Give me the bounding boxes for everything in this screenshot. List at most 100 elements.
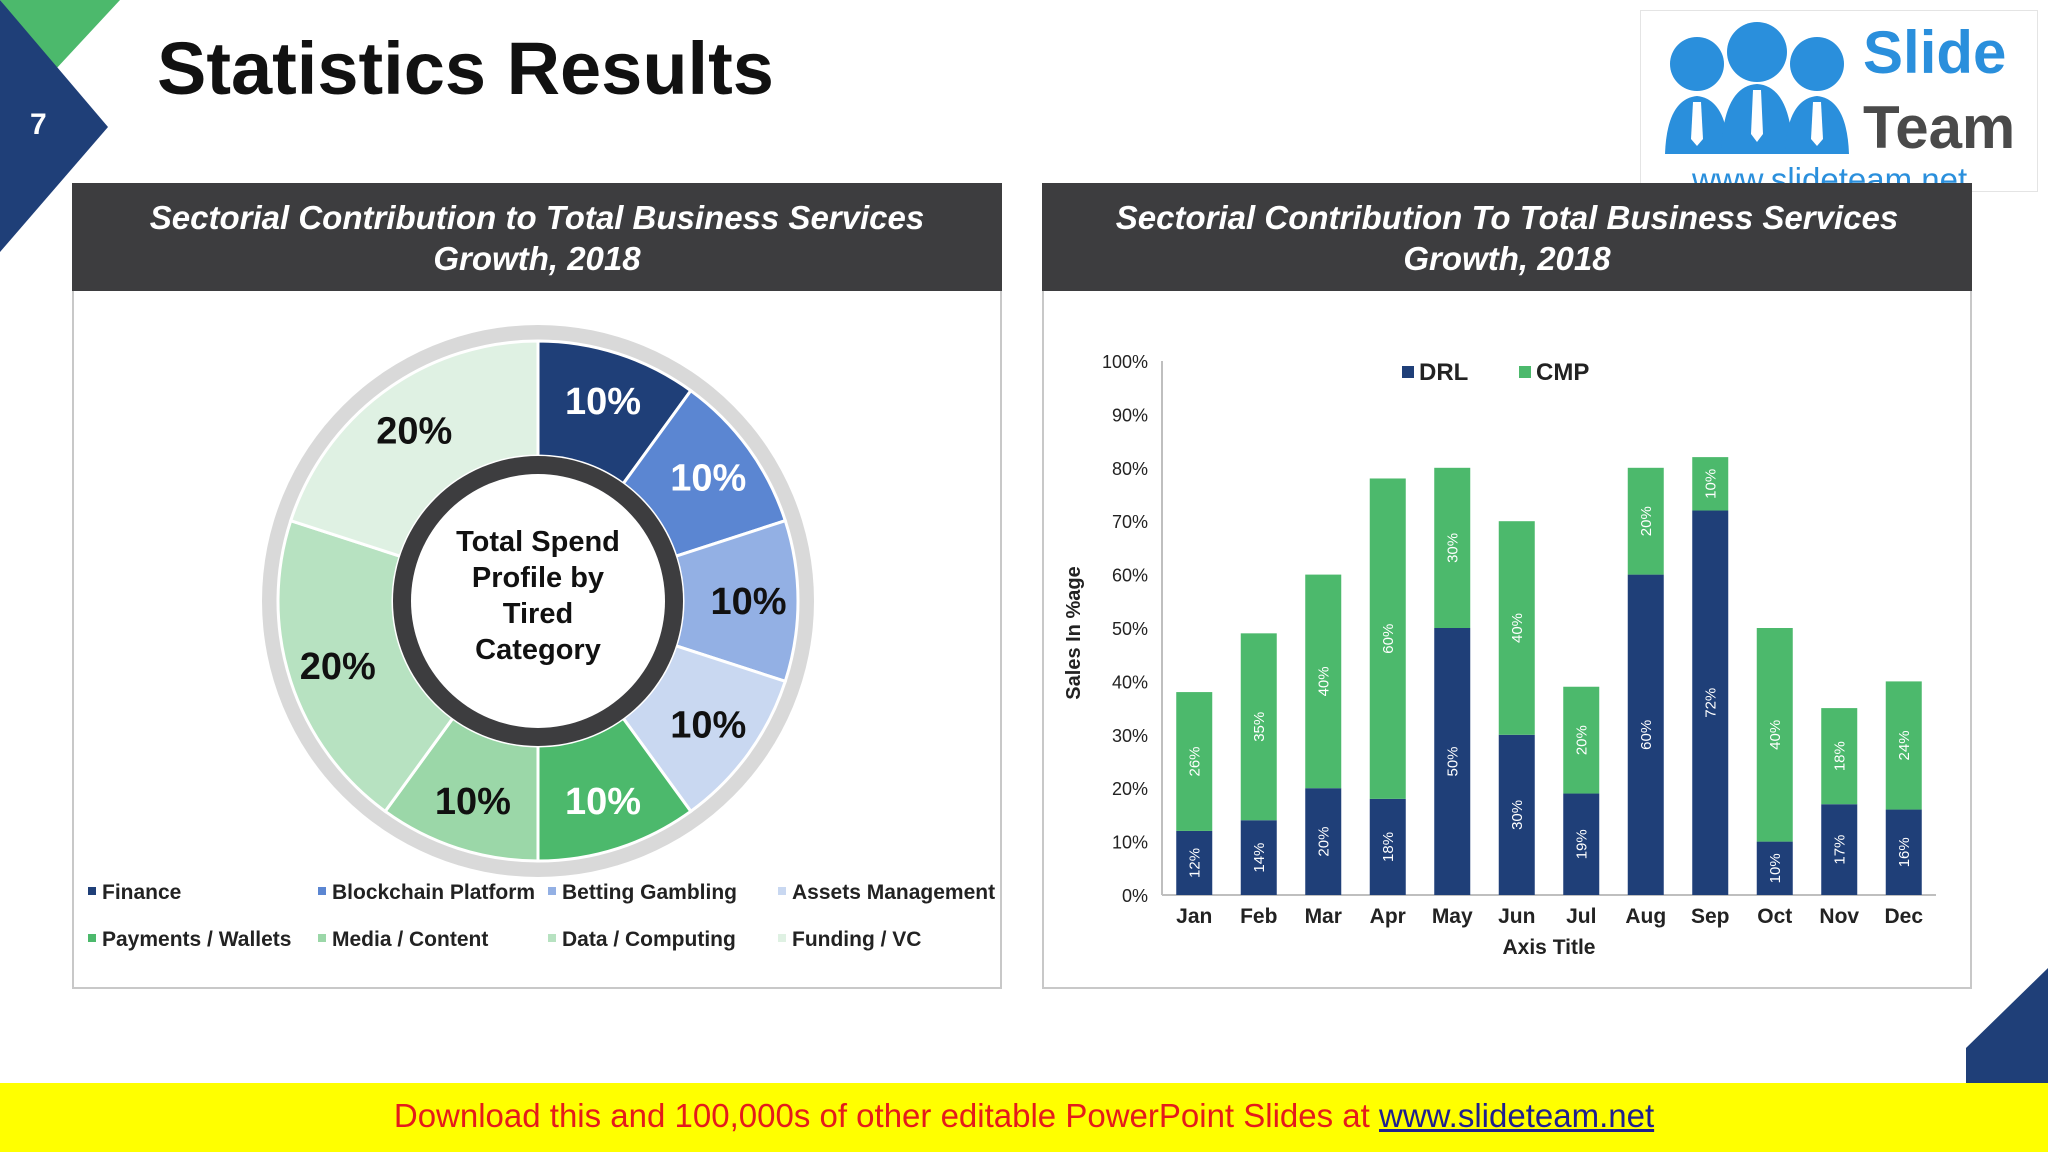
x-axis-title: Axis Title bbox=[1503, 936, 1596, 959]
corner-decoration bbox=[0, 0, 120, 252]
legend-swatch bbox=[318, 887, 326, 896]
bar-drl bbox=[1498, 734, 1535, 895]
center-hole bbox=[411, 474, 665, 728]
y-tick-label: 60% bbox=[1112, 566, 1148, 586]
bar-cmp bbox=[1885, 681, 1922, 810]
y-tick-label: 80% bbox=[1112, 459, 1148, 479]
y-tick-label: 50% bbox=[1112, 619, 1148, 639]
bar-data-label: 17% bbox=[1831, 835, 1848, 865]
left-panel-header: Sectorial Contribution to Total Business… bbox=[72, 183, 1002, 291]
bar-drl bbox=[1240, 820, 1277, 895]
right-panel-header: Sectorial Contribution To Total Business… bbox=[1042, 183, 1972, 291]
footer-link[interactable]: www.slideteam.net bbox=[1379, 1097, 1655, 1134]
legend-label: Betting Gambling bbox=[562, 881, 737, 904]
legend-swatch-drl bbox=[1402, 366, 1414, 378]
bar-data-label: 40% bbox=[1315, 666, 1332, 696]
bar-drl bbox=[1305, 788, 1342, 895]
bar-data-label: 16% bbox=[1896, 837, 1913, 867]
footer-message: Download this and 100,000s of other edit… bbox=[393, 1097, 1379, 1134]
bar-drl bbox=[1821, 804, 1858, 895]
legend-swatch bbox=[88, 934, 96, 943]
legend-label-drl: DRL bbox=[1419, 359, 1468, 386]
legend-swatch bbox=[548, 887, 556, 896]
legend-label: Blockchain Platform bbox=[332, 881, 536, 904]
x-tick-label: Mar bbox=[1305, 905, 1342, 928]
legend-swatch bbox=[778, 887, 786, 896]
x-tick-label: Dec bbox=[1884, 905, 1923, 928]
legend-item: Media / Content bbox=[318, 928, 488, 952]
legend-label: Finance bbox=[102, 881, 182, 904]
y-tick-label: 10% bbox=[1112, 833, 1148, 853]
bar-data-label: 10% bbox=[1702, 469, 1719, 499]
y-tick-label: 20% bbox=[1112, 779, 1148, 799]
bar-data-label: 18% bbox=[1380, 832, 1397, 862]
left-panel-title-line1: Sectorial Contribution to Total Business… bbox=[149, 199, 925, 236]
legend-label: Data / Computing bbox=[562, 928, 736, 951]
bar-drl bbox=[1434, 628, 1471, 895]
legend-label: Payments / Wallets bbox=[102, 928, 292, 951]
bar-data-label: 40% bbox=[1509, 613, 1526, 643]
bar-data-label: 60% bbox=[1380, 624, 1397, 654]
bar-cmp bbox=[1627, 467, 1664, 575]
bar-cmp bbox=[1369, 478, 1406, 799]
bar-data-label: 20% bbox=[1573, 725, 1590, 755]
bar-data-label: 30% bbox=[1444, 533, 1461, 563]
doughnut-slice-label: 10% bbox=[710, 581, 786, 623]
legend-label: Funding / VC bbox=[792, 928, 922, 951]
bar-data-label: 72% bbox=[1702, 688, 1719, 718]
corner-decoration-bottom bbox=[1966, 968, 2048, 1083]
page-title: Statistics Results bbox=[157, 27, 774, 110]
bar-data-label: 26% bbox=[1186, 746, 1203, 776]
y-tick-label: 30% bbox=[1112, 726, 1148, 746]
logo-slide-text: Slide bbox=[1863, 19, 2007, 86]
footer-text: Download this and 100,000s of other edit… bbox=[0, 1097, 2048, 1135]
legend-swatch bbox=[318, 934, 326, 943]
legend-item: Payments / Wallets bbox=[88, 928, 291, 952]
bar-cmp bbox=[1756, 628, 1793, 842]
legend-label: Media / Content bbox=[332, 928, 489, 951]
center-label-line: Profile by bbox=[472, 562, 604, 594]
bar-data-label: 19% bbox=[1573, 829, 1590, 859]
bar-drl bbox=[1563, 793, 1600, 895]
doughnut-slice-label: 10% bbox=[435, 781, 511, 823]
footer-banner: Download this and 100,000s of other edit… bbox=[0, 1083, 2048, 1152]
y-axis-title: Sales In %age bbox=[1063, 566, 1085, 699]
legend-swatch bbox=[88, 887, 96, 896]
center-label-line: Category bbox=[475, 634, 601, 666]
bar-cmp bbox=[1434, 467, 1471, 628]
right-panel-title-line2: Growth, 2018 bbox=[1403, 240, 1611, 277]
legend-label-cmp: CMP bbox=[1536, 359, 1589, 386]
bar-data-label: 60% bbox=[1638, 720, 1655, 750]
center-label-line: Total Spend bbox=[456, 526, 620, 558]
bar-cmp bbox=[1498, 521, 1535, 735]
y-tick-label: 90% bbox=[1112, 405, 1148, 425]
bar-drl bbox=[1627, 574, 1664, 895]
left-panel-title-line2: Growth, 2018 bbox=[433, 240, 641, 277]
doughnut-slice-label: 10% bbox=[670, 457, 746, 499]
x-tick-label: May bbox=[1432, 905, 1473, 928]
legend-item: Funding / VC bbox=[778, 928, 921, 952]
bar-data-label: 20% bbox=[1638, 506, 1655, 536]
x-tick-label: Jan bbox=[1176, 905, 1212, 928]
legend-item: Finance bbox=[88, 881, 181, 905]
center-label-line: Tired bbox=[503, 598, 573, 630]
right-panel-title-line1: Sectorial Contribution To Total Business… bbox=[1115, 199, 1899, 236]
bar-cmp bbox=[1821, 708, 1858, 805]
bar-data-label: 12% bbox=[1186, 848, 1203, 878]
x-tick-label: Aug bbox=[1625, 905, 1666, 928]
bar-cmp bbox=[1692, 457, 1729, 511]
legend-label: Assets Management bbox=[792, 881, 996, 904]
team-people-icon bbox=[1665, 22, 1849, 154]
legend-item: Betting Gambling bbox=[548, 881, 737, 905]
y-tick-label: 0% bbox=[1122, 886, 1148, 906]
x-tick-label: Jun bbox=[1498, 905, 1535, 928]
bar-data-label: 30% bbox=[1509, 800, 1526, 830]
bar-cmp bbox=[1305, 574, 1342, 789]
legend-swatch-cmp bbox=[1519, 366, 1531, 378]
doughnut-slice-label: 10% bbox=[565, 381, 641, 423]
y-tick-label: 70% bbox=[1112, 512, 1148, 532]
right-chart-panel: Sectorial Contribution To Total Business… bbox=[1042, 183, 1972, 989]
bar-cmp bbox=[1240, 633, 1277, 821]
stacked-bar-chart: 0% 10% 20% 30% 40% 50% 60% 70% 80% 90% 100% Sales I… bbox=[1063, 352, 1936, 959]
bar-drl bbox=[1692, 510, 1729, 895]
